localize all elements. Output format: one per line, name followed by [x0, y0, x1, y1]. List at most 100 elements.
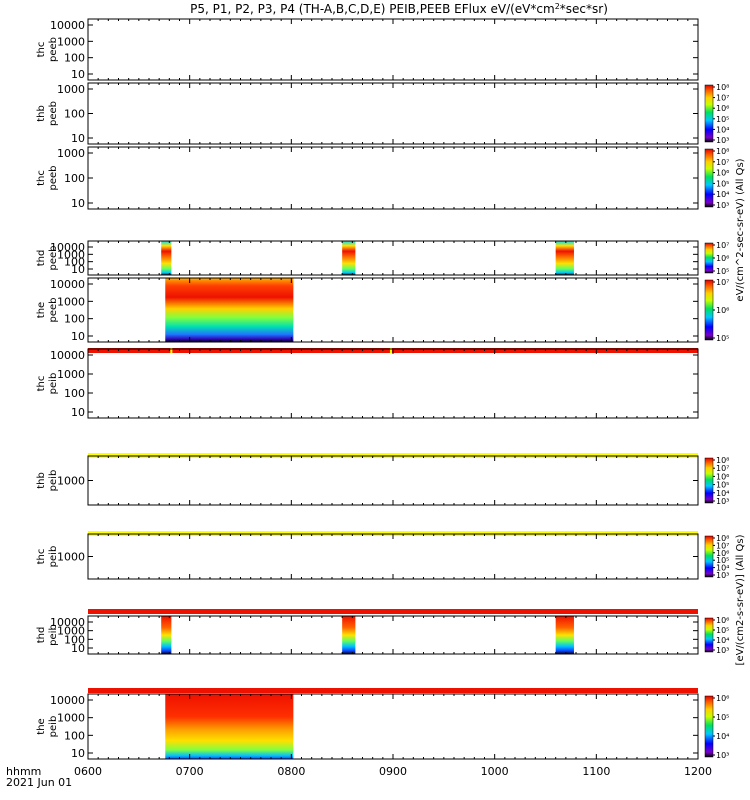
colorbar-tick-label: 10⁵	[716, 626, 729, 635]
panel-frame	[87, 348, 699, 419]
colorbar-tick-label: 10⁷	[716, 464, 729, 473]
y-tick-label: 10000	[50, 616, 85, 629]
colorbar-tick-label: 10⁴	[716, 489, 729, 498]
status-bar-gap	[389, 348, 392, 353]
y-tick-label: 1000	[57, 475, 85, 488]
spectrogram-block-1	[161, 616, 172, 654]
y-tick-label: 10	[71, 747, 85, 760]
colorbar	[704, 148, 714, 208]
panel-label-instrument: peeb	[48, 166, 59, 191]
y-tick-label: 10	[71, 263, 85, 276]
colorbar	[704, 535, 714, 578]
spectrogram-block-1	[165, 278, 294, 342]
y-tick-label: 10000	[50, 278, 85, 291]
panel-label-probe: thc	[36, 170, 47, 186]
panel-frame	[87, 455, 699, 506]
panel-label-instrument: peeb	[48, 298, 59, 323]
x-axis-label-hhmm: hhmm	[6, 765, 41, 778]
colorbar-tick-label: 10³	[716, 646, 729, 655]
colorbar-tick-label: 10³	[716, 201, 729, 210]
panel-frame	[87, 146, 699, 210]
y-tick-label: 100	[64, 313, 85, 326]
x-axis: 0600 0700 0800 0900 1000 1100 1200	[74, 765, 712, 778]
colorbar	[704, 84, 714, 143]
panel-frame	[87, 533, 699, 580]
colorbar-tick-label: 10⁶	[716, 694, 729, 703]
panel-label-probe: thb	[36, 472, 47, 489]
y-tick-label: 10000	[50, 694, 85, 707]
chart-title: P5, P1, P2, P3, P4 (TH-A,B,C,D,E) PEIB,P…	[190, 2, 608, 16]
panel-label-instrument: peib	[48, 373, 59, 395]
panel-label-instrument: peib	[48, 546, 59, 568]
colorbar-tick-label: 10⁸	[716, 147, 729, 156]
panel-1-thc-peeb: 10000 1000 100 10 thc peeb	[36, 18, 699, 81]
spectrogram-block-2	[342, 241, 356, 275]
x-tick-label: 1000	[481, 765, 509, 778]
colorbar-tick-label: 10⁵	[716, 334, 729, 343]
y-tick-label: 100	[64, 172, 85, 185]
colorbar-tick-label: 10³	[716, 751, 729, 760]
colorbar-tick-label: 10⁴	[716, 636, 729, 645]
x-tick-label: 1200	[684, 765, 712, 778]
panel-label-instrument: peib	[48, 716, 59, 738]
y-tick-label: 1000	[57, 368, 85, 381]
x-tick-label: 0900	[379, 765, 407, 778]
y-tick-label: 100	[64, 729, 85, 742]
colorbar-tick-label: 10⁴	[716, 125, 729, 134]
y-tick-label: 10	[71, 406, 85, 419]
x-tick-label: 1100	[582, 765, 610, 778]
panel-frame	[87, 18, 699, 81]
y-tick-label: 10000	[50, 241, 85, 254]
colorbar-tick-label: 10⁸	[716, 534, 729, 543]
colorbar-tick-label: 10³	[716, 497, 729, 506]
y-tick-label: 1000	[57, 147, 85, 160]
colorbar-tick-label: 10⁷	[716, 94, 729, 103]
colorbar-tick-label: 10³	[716, 136, 729, 145]
colorbar-tick-label: 10⁴	[716, 190, 729, 199]
panel-frame	[87, 240, 699, 276]
panel-label-instrument: peib	[48, 470, 59, 492]
y-tick-label: 10	[71, 68, 85, 81]
colorbar-tick-label: 10⁵	[716, 481, 729, 490]
y-tick-label: 1000	[57, 248, 85, 261]
colorbar-tick-label: 10⁵	[716, 267, 729, 276]
panel-label-probe: thd	[36, 250, 47, 267]
x-axis-label-date: 2021 Jun 01	[6, 776, 72, 789]
status-bar	[88, 609, 698, 614]
y-tick-label: 1000	[57, 295, 85, 308]
colorbar-tick-label: 10⁷	[716, 241, 729, 250]
status-bar-gap	[170, 348, 173, 353]
x-tick-label: 0800	[277, 765, 305, 778]
x-tick-label: 0700	[176, 765, 204, 778]
colorbar	[704, 242, 714, 274]
panel-label-probe: the	[36, 302, 47, 318]
colorbar-tick-label: 10⁵	[716, 179, 729, 188]
panel-6-thc-peib: 10000 1000 100 10 thc peib	[36, 348, 699, 419]
colorbar-tick-label: 10⁸	[716, 83, 729, 92]
colorbar-tick-label: 10⁴	[716, 732, 729, 741]
colorbar	[704, 617, 714, 653]
y-tick-label: 10	[71, 330, 85, 343]
colorbar-tick-label: 10⁶	[716, 104, 729, 113]
colorbar-label-electrons: eV/(cm^2-sec-sr-eV) (All Qs)	[735, 158, 746, 301]
colorbar-tick-label: 10⁶	[716, 472, 729, 481]
y-tick-label: 10000	[50, 19, 85, 32]
colorbar	[704, 695, 714, 758]
y-tick-label: 10	[71, 197, 85, 210]
panel-label-instrument: peeb	[48, 101, 59, 126]
panel-frame	[87, 615, 699, 655]
colorbar-label-ions: [eV/(cm2-s-sr-eV)] (All Qs)	[735, 534, 746, 665]
colorbar-tick-label: 10⁷	[716, 278, 729, 287]
y-tick-label: 100	[64, 256, 85, 269]
spectrogram-block-1	[165, 694, 294, 759]
colorbar-tick-label: 10⁵	[716, 556, 729, 565]
panel-label-instrument: peeb	[48, 37, 59, 62]
colorbar-tick-label: 10³	[716, 571, 729, 580]
y-tick-label: 100	[64, 387, 85, 400]
